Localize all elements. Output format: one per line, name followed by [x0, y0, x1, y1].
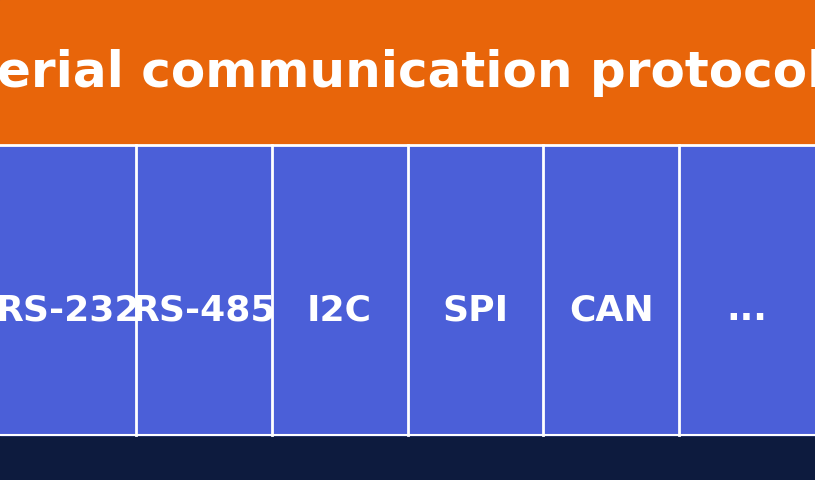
Text: SPI: SPI — [443, 293, 509, 327]
Text: RS-232: RS-232 — [0, 293, 140, 327]
Text: CAN: CAN — [569, 293, 654, 327]
Text: RS-485: RS-485 — [131, 293, 276, 327]
Bar — [0, 0, 815, 145]
Text: I2C: I2C — [307, 293, 372, 327]
Bar — [0, 435, 815, 480]
Bar — [0, 145, 815, 435]
Text: Serial communication protocols: Serial communication protocols — [0, 48, 815, 96]
Text: ...: ... — [727, 293, 768, 327]
